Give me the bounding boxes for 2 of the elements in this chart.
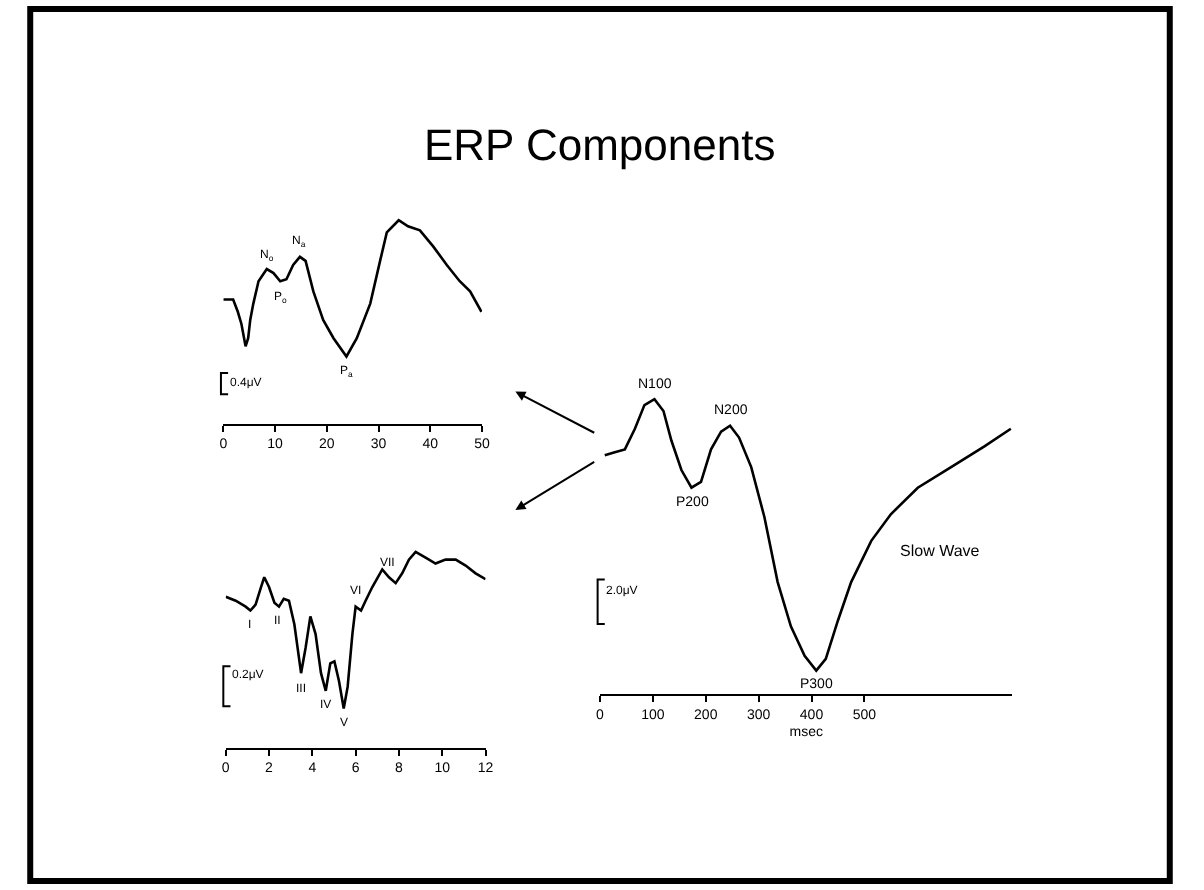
annotation: Slow Wave [900,542,981,560]
chart-title: ERP Components [424,120,776,170]
